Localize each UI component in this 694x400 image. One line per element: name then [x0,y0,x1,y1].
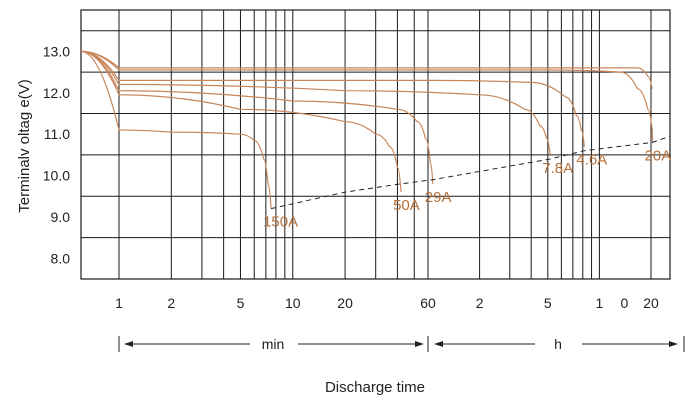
y-tick-labels: 13.0 12.0 11.0 10.0 9.0 8.0 [43,43,70,266]
cutoff-dashed-line [270,135,671,210]
y-tick-label: 9.0 [51,209,71,225]
x-tick-labels: 1 2 5 10 20 60 2 5 1 0 20 [115,295,659,311]
curve-label: 29A [425,189,452,206]
x-tick-label: 2 [476,295,484,311]
time-unit-bar: min h [118,336,685,352]
unit-label-h: h [554,336,562,352]
x-tick-label: 20 [643,295,659,311]
chart-grid [80,9,671,280]
y-axis-label: Terminalv oltag e(V) [16,79,33,212]
min-arrowhead-left [124,341,133,347]
y-tick-label: 8.0 [51,250,71,266]
discharge-curves [80,50,654,209]
x-tick-label: 10 [285,295,301,311]
discharge-curve [80,50,434,184]
unit-label-min: min [262,336,285,352]
curve-label: 150A [263,214,298,231]
min-arrowhead-right [415,341,424,347]
y-tick-label: 12.0 [43,85,70,101]
cutoff-voltage-line [270,135,671,210]
x-tick-label: 1 [596,295,604,311]
y-tick-label: 10.0 [43,168,70,184]
curve-label: 4.6A [576,152,607,169]
y-tick-label: 11.0 [44,126,70,142]
curve-labels: 150A 50A 29A 7.8A 4.6A 20A [263,147,671,230]
x-tick-label: 0 [621,295,629,311]
x-tick-label: 5 [237,295,245,311]
discharge-curve [80,50,402,193]
h-arrowhead-right [669,341,678,347]
curve-label: 50A [393,197,420,214]
x-axis-label: Discharge time [325,379,425,396]
x-tick-label: 20 [337,295,353,311]
y-tick-label: 13.0 [43,43,70,59]
h-arrowhead-left [434,341,443,347]
x-tick-label: 5 [544,295,552,311]
x-tick-label: 60 [420,295,436,311]
x-tick-label: 2 [167,295,175,311]
curve-label: 7.8A [542,160,573,177]
discharge-curve [80,50,654,143]
discharge-curve [80,50,272,209]
discharge-curve [80,50,653,89]
x-tick-label: 1 [115,295,123,311]
discharge-curve [80,50,551,155]
curve-label: 20A [645,147,672,164]
discharge-curve [80,50,585,147]
